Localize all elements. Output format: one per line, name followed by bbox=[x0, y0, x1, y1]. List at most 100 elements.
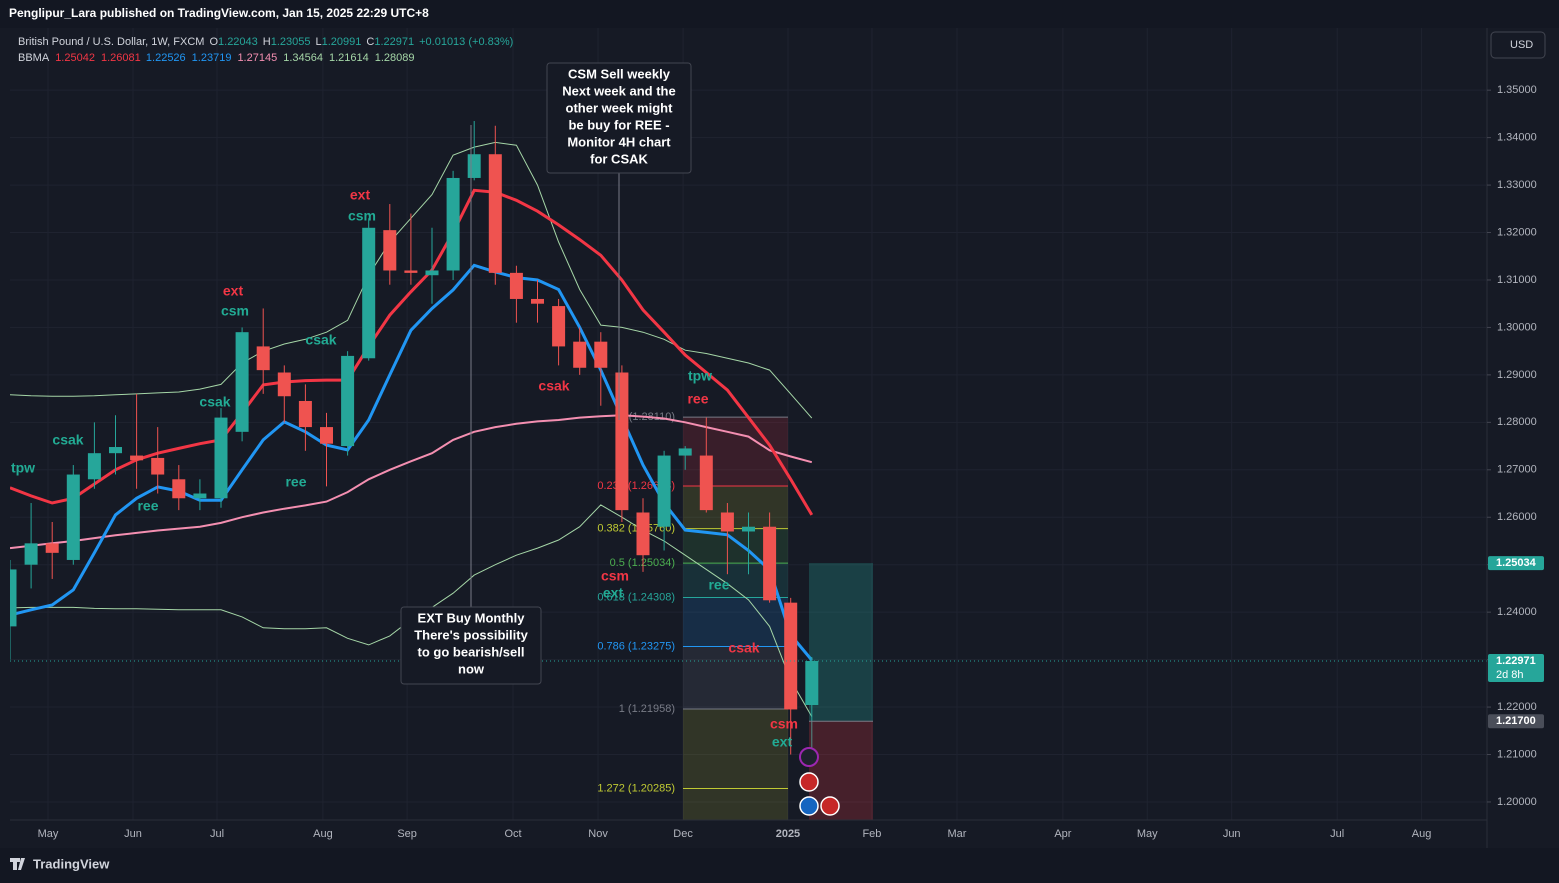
candle-body bbox=[720, 512, 734, 532]
x-tick-label: Oct bbox=[504, 828, 521, 840]
candle-body bbox=[298, 400, 312, 428]
x-tick-label: Aug bbox=[1412, 828, 1432, 840]
x-tick-label: Mar bbox=[947, 828, 966, 840]
signal-label: tpw bbox=[688, 368, 712, 384]
candle-body bbox=[66, 474, 80, 560]
x-tick-label: Jul bbox=[210, 828, 224, 840]
countdown: 2d 8h bbox=[1496, 669, 1524, 681]
candle-body bbox=[214, 417, 228, 499]
candle-body bbox=[488, 154, 502, 273]
y-tick-label: 1.30000 bbox=[1497, 321, 1537, 333]
candle-body bbox=[594, 341, 608, 368]
x-tick-label: Jul bbox=[1330, 828, 1344, 840]
y-tick-label: 1.24000 bbox=[1497, 606, 1537, 618]
legend-ohlc-letter: O bbox=[209, 36, 218, 48]
indicator-line bbox=[10, 263, 813, 662]
legend-indicator-value: 1.34564 bbox=[283, 52, 323, 64]
candle-body bbox=[235, 332, 249, 432]
legend-indicator-value: 1.26081 bbox=[101, 52, 141, 64]
legend-ohlc-letter: H bbox=[263, 36, 271, 48]
signal-label: csm bbox=[601, 568, 629, 584]
candle-body bbox=[404, 270, 418, 273]
y-tick-label: 1.29000 bbox=[1497, 369, 1537, 381]
note-line: Monitor 4H chart bbox=[567, 134, 671, 149]
candle-body bbox=[320, 427, 333, 444]
candle-body bbox=[742, 526, 755, 532]
x-tick-label: Sep bbox=[397, 828, 417, 840]
legend-indicator: BBMA 1.25042 1.26081 1.22526 1.23719 1.27145 1… bbox=[18, 52, 415, 64]
y-tick-label: 1.22000 bbox=[1497, 701, 1537, 713]
legend-ohlc: British Pound / U.S. Dollar, 1W, FXCM O1.… bbox=[18, 36, 513, 48]
legend-ohlc-letter: C bbox=[366, 36, 374, 48]
signal-label: tpw bbox=[11, 460, 35, 476]
target-price-tag: 1.25034 bbox=[1496, 557, 1537, 569]
signal-label: csm bbox=[770, 716, 798, 732]
y-tick-label: 1.31000 bbox=[1497, 274, 1537, 286]
signal-label: ree bbox=[708, 577, 729, 593]
currency-button[interactable] bbox=[1490, 31, 1546, 59]
candle-body bbox=[130, 455, 144, 461]
legend-indicator-value: 1.25042 bbox=[55, 52, 95, 64]
x-tick-label: 2025 bbox=[776, 828, 800, 840]
candle-body bbox=[784, 602, 798, 710]
event-icon[interactable] bbox=[820, 796, 840, 816]
signal-label: csak bbox=[52, 432, 83, 448]
legend-change: +0.01013 (+0.83%) bbox=[419, 36, 513, 48]
x-tick-label: Feb bbox=[862, 828, 881, 840]
legend-indicator-name: BBMA bbox=[18, 52, 50, 64]
position-profit bbox=[809, 563, 873, 722]
y-tick-label: 1.28000 bbox=[1497, 416, 1537, 428]
legend-indicator-value: 1.23719 bbox=[192, 52, 232, 64]
fib-label: 0.618 (1.24308) bbox=[597, 591, 675, 603]
candle-body bbox=[256, 346, 270, 371]
x-tick-label: Jun bbox=[124, 828, 142, 840]
candle-body bbox=[341, 355, 355, 447]
current-price-tag: 1.22971 bbox=[1496, 655, 1536, 667]
candle-body bbox=[531, 298, 544, 304]
x-tick-label: May bbox=[38, 828, 59, 840]
signal-label: ext bbox=[603, 585, 624, 601]
position-loss bbox=[809, 721, 873, 820]
publisher-line: Penglipur_Lara published on TradingView.… bbox=[9, 6, 429, 20]
signal-label: csak bbox=[199, 394, 230, 410]
candle-body bbox=[552, 306, 566, 347]
signal-label: csak bbox=[538, 378, 569, 394]
candle-body bbox=[24, 543, 38, 565]
y-tick-label: 1.26000 bbox=[1497, 511, 1537, 523]
event-icon[interactable] bbox=[799, 772, 819, 792]
signal-label: ext bbox=[350, 187, 371, 203]
candle-body bbox=[277, 372, 291, 397]
candle-body bbox=[425, 270, 439, 276]
candle-body bbox=[151, 457, 165, 475]
note-line: other week might bbox=[566, 100, 674, 115]
y-tick-label: 1.21000 bbox=[1497, 748, 1537, 760]
indicator-line bbox=[10, 188, 814, 516]
signal-label: csak bbox=[305, 332, 336, 348]
note-line: for CSAK bbox=[590, 151, 648, 166]
legend-indicator-value: 1.27145 bbox=[237, 52, 277, 64]
note-line: There's possibility bbox=[414, 627, 528, 642]
fib-band bbox=[683, 646, 788, 710]
legend-symbol: British Pound / U.S. Dollar, 1W, FXCM bbox=[18, 36, 204, 48]
legend-indicator-value: 1.28089 bbox=[375, 52, 415, 64]
candle-body bbox=[87, 453, 101, 480]
note-line: to go bearish/sell bbox=[418, 644, 525, 659]
candle-body bbox=[193, 493, 207, 499]
note-line: EXT Buy Monthly bbox=[418, 610, 526, 625]
candle-body bbox=[109, 447, 122, 454]
legend-ohlc-letter: L bbox=[316, 36, 322, 48]
y-tick-label: 1.32000 bbox=[1497, 226, 1537, 238]
top-bar bbox=[0, 0, 1559, 28]
candle-body bbox=[172, 479, 186, 499]
x-tick-label: Jun bbox=[1223, 828, 1241, 840]
y-tick-label: 1.33000 bbox=[1497, 179, 1537, 191]
signal-label: ree bbox=[137, 498, 158, 514]
current-price-tag-bg bbox=[1488, 653, 1544, 682]
event-icon[interactable] bbox=[799, 747, 819, 767]
event-icon[interactable] bbox=[799, 796, 819, 816]
candle-body bbox=[763, 526, 777, 601]
candle-body bbox=[45, 543, 59, 553]
footer bbox=[0, 848, 1559, 883]
candle-body bbox=[362, 227, 376, 359]
